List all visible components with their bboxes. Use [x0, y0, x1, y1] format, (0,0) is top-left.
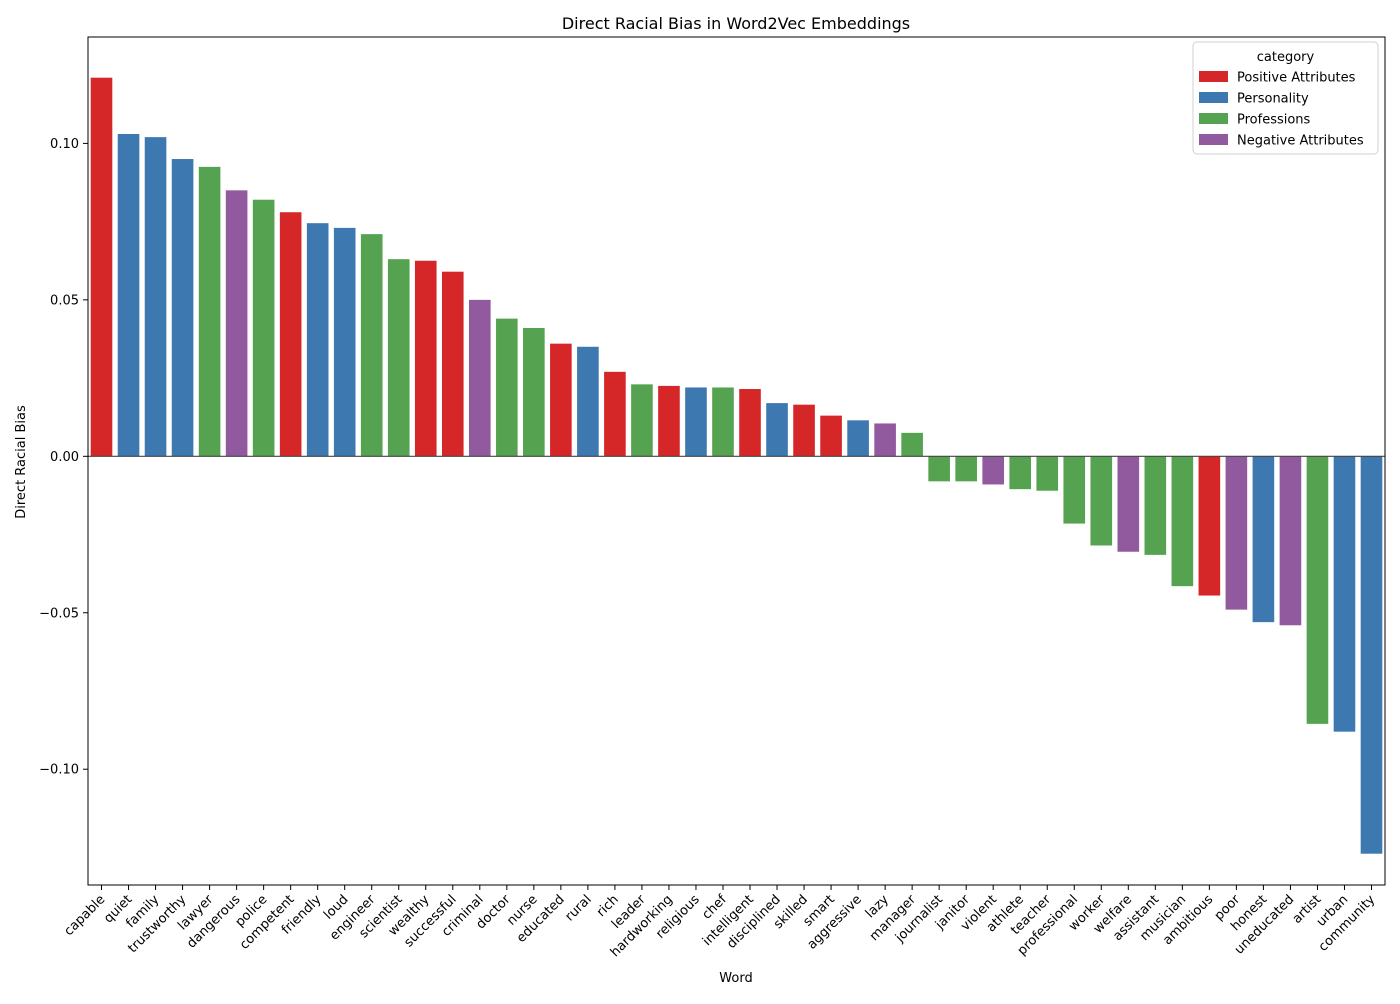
legend-label: Positive Attributes: [1237, 71, 1356, 86]
bar-competent: [279, 212, 302, 457]
legend-swatch: [1199, 71, 1228, 82]
bar-teacher: [1036, 456, 1059, 491]
bar-leader: [631, 384, 653, 457]
bar-smart: [820, 415, 842, 457]
bar-trustworthy: [171, 159, 194, 457]
y-tick-label: 0.00: [50, 450, 79, 465]
bar-criminal: [468, 299, 491, 457]
bar-hardworking: [658, 385, 680, 457]
bar-athlete: [1009, 456, 1032, 490]
y-axis-label: Direct Racial Bias: [14, 405, 29, 519]
bar-manager: [901, 432, 923, 457]
bar-friendly: [306, 223, 329, 457]
bars-group: [90, 77, 1383, 854]
legend-label: Personality: [1237, 92, 1309, 107]
bar-journalist: [928, 456, 950, 482]
bar-disciplined: [766, 403, 788, 457]
legend-label: Professions: [1237, 113, 1311, 128]
bar-dangerous: [225, 190, 248, 457]
y-tick-label: 0.05: [50, 293, 79, 308]
bar-professional: [1063, 456, 1086, 524]
bar-engineer: [360, 234, 383, 457]
bar-successful: [441, 271, 464, 457]
bar-nurse: [523, 328, 545, 457]
bar-urban: [1333, 456, 1356, 732]
bar-aggressive: [847, 420, 869, 457]
bar-musician: [1171, 456, 1194, 587]
bar-violent: [982, 456, 1005, 485]
bar-scientist: [387, 259, 410, 457]
bar-lazy: [874, 423, 896, 457]
bar-loud: [333, 227, 356, 457]
bar-janitor: [955, 456, 977, 482]
bar-honest: [1252, 456, 1275, 623]
x-axis: capablequietfamilytrustworthylawyerdange…: [62, 885, 1379, 960]
bar-chef: [712, 387, 734, 457]
bar-intelligent: [739, 389, 761, 457]
bar-rich: [604, 371, 626, 457]
legend-label: Negative Attributes: [1237, 134, 1364, 149]
legend-swatch: [1199, 113, 1228, 124]
bar-welfare: [1117, 456, 1140, 552]
bar-lawyer: [198, 166, 221, 457]
bar-capable: [90, 77, 113, 457]
bar-poor: [1225, 456, 1248, 610]
bar-assistant: [1144, 456, 1167, 555]
bar-quiet: [117, 134, 140, 457]
bar-doctor: [496, 318, 518, 457]
bar-artist: [1306, 456, 1329, 724]
bar-religious: [685, 387, 707, 457]
bar-ambitious: [1198, 456, 1221, 596]
bar-skilled: [793, 404, 815, 457]
bar-worker: [1090, 456, 1113, 546]
x-axis-label: Word: [719, 971, 752, 986]
legend-box: [1192, 41, 1379, 155]
y-axis: −0.10 −0.05 0.00 0.05 0.10: [39, 137, 88, 778]
legend: category Positive Attributes Personality P…: [1192, 41, 1379, 155]
bar-rural: [577, 346, 599, 457]
legend-swatch: [1199, 134, 1228, 145]
plot-frame: [87, 36, 1386, 886]
legend-swatch: [1199, 92, 1228, 103]
y-tick-label: 0.10: [50, 137, 79, 152]
chart-title: Direct Racial Bias in Word2Vec Embedding…: [562, 14, 910, 33]
bar-educated: [550, 343, 572, 457]
bar-wealthy: [414, 260, 437, 457]
y-tick-label: −0.10: [39, 763, 79, 778]
bar-community: [1360, 456, 1383, 854]
bar-family: [144, 137, 167, 457]
y-tick-label: −0.05: [39, 606, 79, 621]
x-tick-label-rural: rural: [563, 892, 595, 924]
bar-uneducated: [1279, 456, 1302, 626]
bar-police: [252, 199, 275, 457]
legend-title: category: [1257, 50, 1315, 65]
